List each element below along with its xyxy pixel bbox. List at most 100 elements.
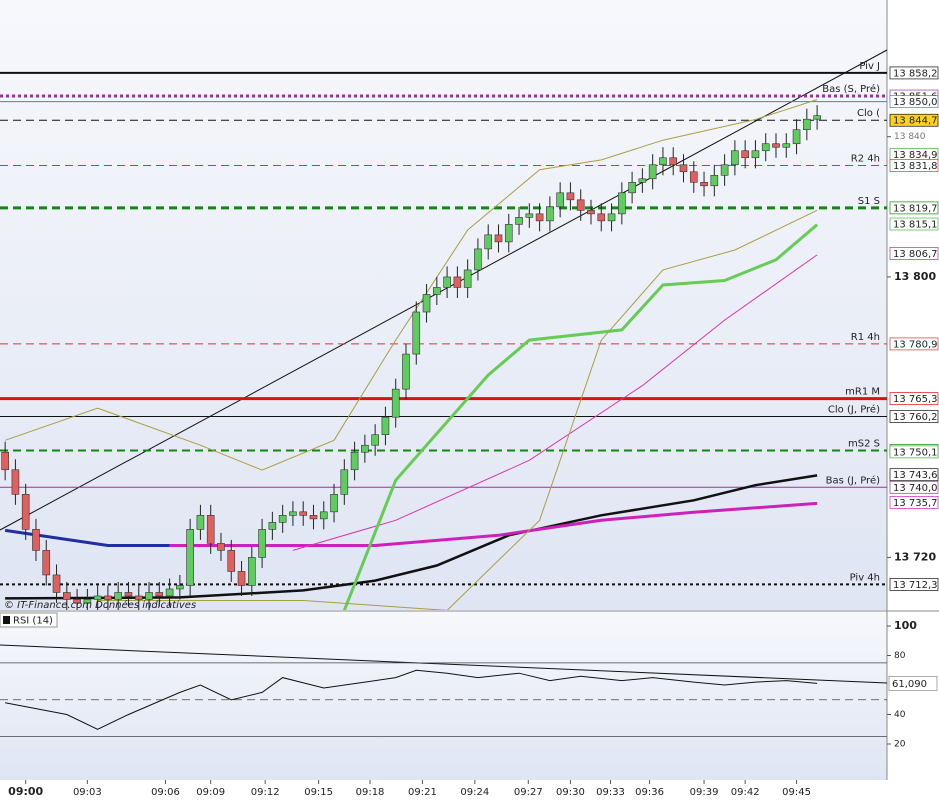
candle-body xyxy=(124,592,133,597)
candle-body xyxy=(196,515,205,530)
price-tag xyxy=(889,113,939,127)
price-tag xyxy=(889,496,939,509)
x-tick-label: 09:18 xyxy=(356,787,385,798)
price-tag-label: 13 780,9 xyxy=(893,339,938,350)
y-tick-label: 13 720 xyxy=(894,550,936,563)
x-tick-label: 09:00 xyxy=(8,785,43,798)
candle-body xyxy=(679,164,688,173)
x-tick-label: 09:12 xyxy=(251,787,280,798)
candle-body xyxy=(21,494,30,530)
candle-body xyxy=(371,434,379,446)
candle-body xyxy=(556,192,564,208)
candle-body xyxy=(83,599,92,604)
x-tick-label: 09:33 xyxy=(596,787,625,798)
price-tag-label: 13 844,7 xyxy=(893,116,938,127)
candle-body xyxy=(42,550,51,576)
price-tag-label: 13 750,1 xyxy=(893,447,938,458)
x-tick-label: 09:45 xyxy=(782,787,811,798)
price-tag xyxy=(889,95,939,109)
level-name: R1 4h xyxy=(851,332,880,343)
candle-body xyxy=(659,157,667,166)
candle-body xyxy=(165,588,174,597)
candle-body xyxy=(227,550,236,572)
level-name: Piv 4h xyxy=(850,572,880,583)
price-tag xyxy=(889,410,939,423)
price-plot xyxy=(0,71,887,610)
level-name: Clo (J, Pré) xyxy=(828,403,880,415)
level-name: Bas (S, Pré) xyxy=(822,83,880,95)
price-tag-label: 13 834,9 xyxy=(893,150,938,161)
x-tick-label: 09:03 xyxy=(73,787,102,798)
candle-body xyxy=(803,118,811,131)
candle-body xyxy=(453,276,462,288)
x-tick-label: 09:36 xyxy=(635,787,664,798)
x-tick-label: 09:30 xyxy=(556,787,585,798)
candle-body xyxy=(546,206,554,222)
candle-body xyxy=(741,150,749,159)
level-name: mR1 M xyxy=(845,387,880,398)
candle-body xyxy=(782,143,791,148)
candle-body xyxy=(319,511,328,520)
price-tag-label: 13 806,7 xyxy=(893,249,938,260)
candle-body xyxy=(494,234,503,243)
candle-body xyxy=(237,571,246,586)
rsi-line xyxy=(5,669,818,730)
candle-body xyxy=(176,585,184,590)
rsi-tag xyxy=(888,676,938,691)
y-tick-label: 13 800 xyxy=(894,270,936,283)
indicator-line xyxy=(169,501,818,547)
rsi-tag-label: 61,090 xyxy=(892,679,927,690)
time-axis xyxy=(0,780,887,801)
x-tick-label: 09:09 xyxy=(196,787,225,798)
candle-body xyxy=(751,150,760,159)
price-tag xyxy=(889,247,939,260)
level-name: Clo ( xyxy=(857,108,880,119)
candle-body xyxy=(93,595,102,600)
x-tick-label: 09:15 xyxy=(304,787,333,798)
candle-body xyxy=(1,451,9,471)
price-tag-label: 13 740,0 xyxy=(893,483,938,494)
candle-body xyxy=(463,269,472,288)
x-tick-label: 09:06 xyxy=(151,787,180,798)
x-tick-label: 09:39 xyxy=(690,787,719,798)
price-tag xyxy=(889,337,939,351)
candle-body xyxy=(11,469,20,495)
candle-body xyxy=(350,451,359,471)
level-name: Piv J xyxy=(859,61,880,72)
indicator-line xyxy=(4,99,818,471)
candle-body xyxy=(402,353,410,390)
level-name: R2 4h xyxy=(851,153,880,164)
candle-body xyxy=(628,181,636,194)
candle-body xyxy=(340,469,349,495)
rsi-legend-swatch xyxy=(3,616,10,624)
candle-body xyxy=(566,192,575,201)
candle-body xyxy=(155,592,164,597)
candle-body xyxy=(258,529,266,558)
candle-body xyxy=(330,494,338,513)
candle-body xyxy=(52,574,61,593)
candle-body xyxy=(669,157,678,166)
rsi-plot xyxy=(0,662,887,738)
price-tag-label: 13 743,6 xyxy=(893,470,938,481)
candle-body xyxy=(381,416,390,436)
candle-body xyxy=(638,178,647,183)
level-name: Bas (J, Pré) xyxy=(826,474,880,486)
candle-body xyxy=(700,181,708,187)
candle-body xyxy=(278,515,287,523)
x-tick-label: 09:27 xyxy=(514,787,543,798)
candle-body xyxy=(289,511,297,516)
candle-body xyxy=(710,174,719,187)
candle-body xyxy=(576,199,585,211)
candle-body xyxy=(309,515,318,520)
price-tag-label: 13 850,0 xyxy=(893,97,938,108)
candle-body xyxy=(206,515,215,544)
y-tick-label: 13 840 xyxy=(894,132,926,142)
candle-body xyxy=(73,599,81,604)
price-tag xyxy=(889,66,939,80)
price-tag-label: 13 765,3 xyxy=(893,394,938,405)
candle-body xyxy=(689,171,698,183)
indicator-line xyxy=(342,223,819,610)
candle-body xyxy=(515,217,523,225)
candle-body xyxy=(731,150,739,166)
